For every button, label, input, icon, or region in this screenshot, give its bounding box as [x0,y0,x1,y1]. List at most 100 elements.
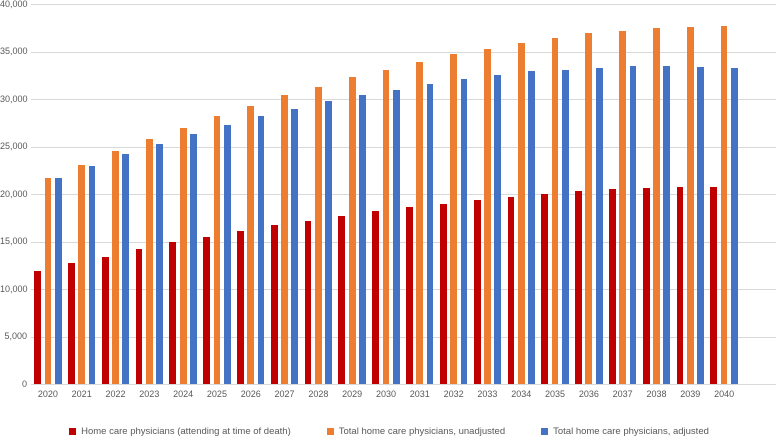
x-axis-label: 2025 [206,389,227,399]
y-axis-label: 5,000 [4,331,27,341]
bar-group-2037 [606,4,640,384]
gridline [31,241,776,243]
bar [247,105,255,384]
x-axis-label: 2030 [375,389,396,399]
bar [676,187,684,384]
bar [348,77,356,384]
bar [101,256,109,384]
bar [561,69,569,384]
bar [629,65,637,384]
x-axis-label: 2038 [646,389,667,399]
x-axis-label: 2026 [240,389,261,399]
legend-label-attending: Home care physicians (attending at time … [81,426,291,437]
x-axis-label: 2024 [173,389,194,399]
bar [585,33,593,384]
bar [406,207,413,384]
bar-group-2024 [166,4,200,384]
bar-group-2030 [369,4,403,384]
bar [541,194,549,384]
y-axis-label: 15,000 [0,236,28,246]
bar [710,187,718,384]
bar [281,95,288,384]
bar-group-2036 [572,4,606,384]
x-axis-label: 2021 [71,389,92,399]
bar-group-2029 [335,4,369,384]
bar [517,42,525,384]
bar [528,71,535,384]
bar [575,191,582,384]
bar-group-2040 [707,4,741,384]
bar [473,199,481,384]
x-axis-label: 2037 [612,389,633,399]
x-axis-label: 2020 [37,389,58,399]
bar-group-2025 [200,4,234,384]
x-axis-label: 2023 [139,389,160,399]
bar-group-2031 [403,4,437,384]
bar [156,143,164,384]
y-axis-label: 10,000 [0,283,28,294]
bar [112,151,119,384]
legend-item-unadjusted: Total home care physicians, unadjusted [326,426,505,437]
x-axis-label: 2035 [545,389,566,399]
bar [450,54,457,384]
x-axis-label: 2039 [680,389,701,399]
bar [203,236,211,384]
bar [304,220,312,384]
bar-group-2032 [437,4,471,384]
bar-group-2022 [99,4,133,384]
bar [439,203,447,384]
bar [237,231,244,384]
gridline [31,146,776,148]
bar-group-2020 [31,4,65,384]
bar [686,26,694,384]
bar [642,188,650,384]
legend-label-adjusted: Total home care physicians, adjusted [553,426,709,437]
bar [426,83,434,384]
bar [135,249,143,384]
bar [730,67,738,384]
bar [595,67,603,384]
x-axis-label: 2029 [342,389,363,399]
y-axis-label: 0 [21,378,27,389]
bar [551,38,559,384]
bar [54,177,62,384]
bar [213,116,221,384]
gridline [31,194,776,195]
plot-area [31,4,776,385]
bar [663,65,671,384]
bar [325,100,333,384]
legend-swatch-blue-icon [541,428,549,435]
bar [169,242,177,384]
bar [190,134,197,384]
legend-item-adjusted: Total home care physicians, adjusted [541,426,709,437]
x-axis-label: 2040 [714,389,735,399]
bar [392,89,400,384]
bar [314,86,322,384]
x-axis-label: 2031 [409,389,430,399]
bar [223,124,231,384]
y-axis-label: 40,000 [0,0,28,9]
legend-swatch-orange-icon [326,428,334,435]
chart-legend: Home care physicians (attending at time … [0,426,778,437]
x-axis-label: 2028 [308,389,329,399]
bar [34,270,41,384]
x-axis-label: 2022 [105,389,126,399]
x-axis-label: 2036 [578,389,599,399]
bar-group-2028 [301,4,335,384]
legend-item-attending: Home care physicians (attending at time … [69,426,291,437]
bar [122,154,130,384]
bar [78,164,86,384]
gridline [31,51,776,53]
y-axis-label: 35,000 [0,46,28,56]
gridline [31,384,776,385]
x-axis-label: 2034 [511,389,532,399]
bar [257,116,265,384]
bar [697,66,704,384]
x-axis-label: 2027 [274,389,295,399]
x-axis-label: 2032 [443,389,464,399]
bar-group-2021 [65,4,99,384]
bar [270,225,278,384]
bar-group-2023 [132,4,166,384]
x-axis-label: 2033 [477,389,498,399]
